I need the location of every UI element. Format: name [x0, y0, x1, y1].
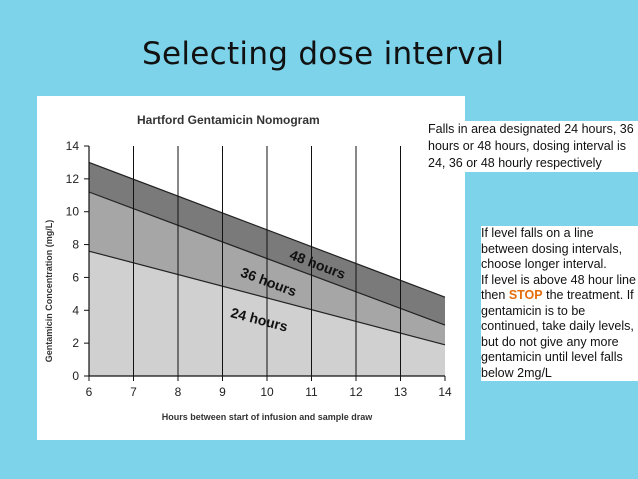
nomogram-chart: Hartford Gentamicin Nomogram 6 7 8 9 10 11 12 1…	[44, 113, 452, 422]
x-tick-label: 14	[438, 385, 452, 399]
y-tick-label: 2	[72, 336, 79, 350]
stop-suffix: the treatment. If gentamicin is to be co…	[481, 288, 634, 380]
zone-note: Falls in area designated 24 hours, 36 ho…	[426, 121, 638, 172]
x-tick-label: 11	[305, 385, 318, 399]
y-tick-label: 8	[72, 238, 79, 252]
y-tick-label: 6	[72, 270, 79, 284]
y-tick-label: 4	[72, 303, 79, 317]
y-tick-label: 10	[66, 205, 80, 219]
x-tick-label: 6	[86, 385, 93, 399]
x-tick-label: 8	[175, 385, 182, 399]
stop-note: If level is above 48 hour line then STOP…	[481, 273, 638, 382]
y-axis-label: Gentamicin Concentration (mg/L)	[44, 220, 54, 363]
y-tick-label: 14	[66, 139, 80, 153]
chart-title: Hartford Gentamicin Nomogram	[137, 113, 320, 127]
stop-prefix: If level is above 48 hour line then	[481, 272, 636, 303]
x-tick-label: 10	[260, 385, 274, 399]
interval-note: If level falls on a line between dosing …	[481, 226, 638, 381]
slide-title: Selecting dose interval	[142, 36, 505, 72]
x-tick-label: 7	[130, 385, 137, 399]
x-tick-label: 9	[219, 385, 226, 399]
nomogram-panel: Hartford Gentamicin Nomogram 6 7 8 9 10 11 12 1…	[37, 96, 465, 440]
x-axis-label: Hours between start of infusion and samp…	[162, 412, 374, 422]
stop-word: STOP	[508, 288, 543, 302]
y-tick-label: 0	[72, 369, 79, 383]
y-tick-label: 12	[66, 172, 80, 186]
x-tick-label: 13	[394, 385, 408, 399]
line-note: If level falls on a line between dosing …	[481, 226, 623, 271]
x-tick-label: 12	[349, 385, 363, 399]
